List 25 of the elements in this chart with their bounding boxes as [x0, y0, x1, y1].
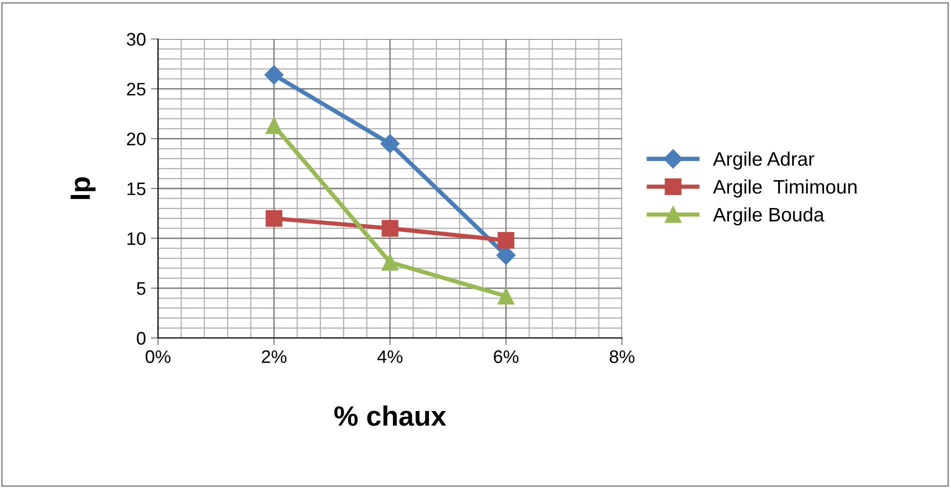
point	[266, 210, 282, 227]
y-tick-label: 0	[136, 332, 146, 345]
point	[498, 288, 514, 304]
y-axis-title: Ip	[70, 177, 96, 199]
y-tick-label: 5	[136, 282, 146, 295]
legend-label: Argile Bouda	[712, 207, 824, 226]
point	[266, 117, 282, 134]
point	[264, 65, 284, 84]
legend-label: Argile Timimoun	[712, 179, 856, 198]
x-tick-label: 6%	[494, 350, 518, 364]
y-tick-label: 20	[127, 132, 146, 146]
x-tick-label: 4%	[377, 350, 402, 363]
legend-label: Argile Adrar	[712, 152, 814, 170]
x-tick-label: 2%	[262, 350, 286, 363]
y-tick-label: 25	[127, 82, 146, 96]
point	[380, 134, 400, 154]
x-tick-label: 8%	[610, 350, 634, 364]
point	[382, 220, 398, 237]
y-tick-label: 10	[127, 232, 146, 246]
y-tick-label: 15	[127, 182, 146, 196]
y-tick-label: 30	[126, 32, 146, 46]
point	[498, 232, 514, 249]
point	[382, 254, 398, 271]
x-tick-label: 0%	[146, 350, 170, 364]
x-axis-title: % chaux	[334, 406, 446, 426]
